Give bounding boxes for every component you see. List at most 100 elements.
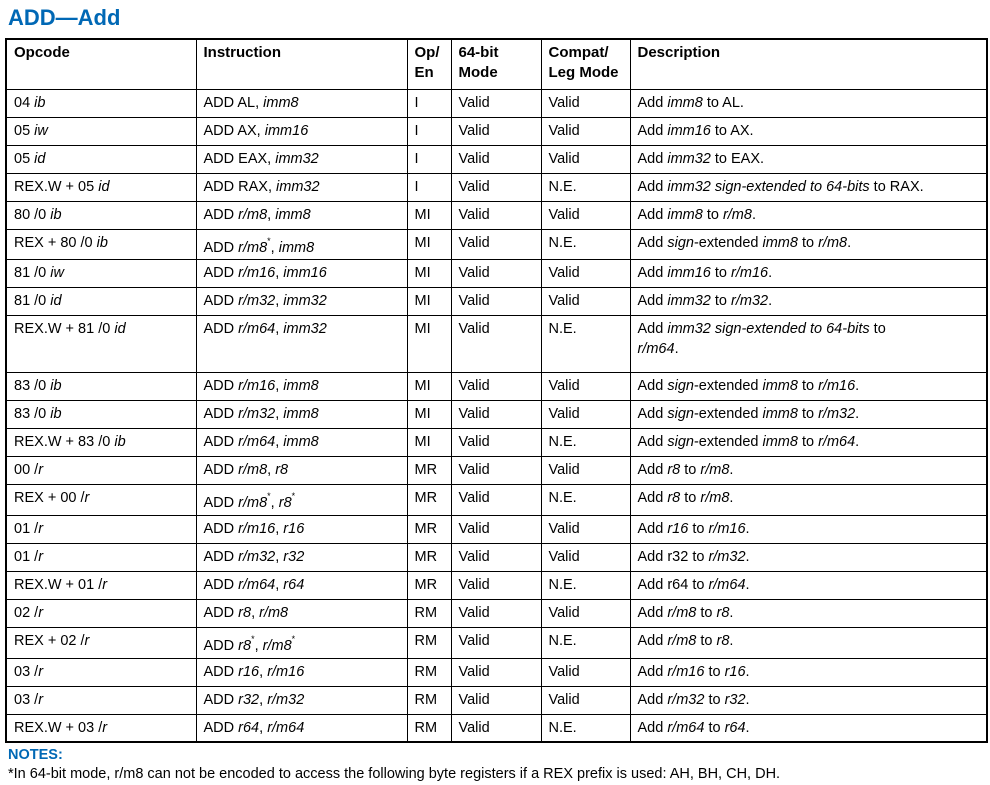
- table-row: 01 /r ADD r/m32, r32 MR Valid Valid Add …: [5, 543, 988, 573]
- compat-leg-mode-cell: Valid: [540, 372, 631, 402]
- instruction-cell: ADD r/m16, imm8: [195, 372, 408, 402]
- instruction-cell: ADD r/m64, imm8: [195, 428, 408, 458]
- compat-leg-mode-cell: Valid: [540, 88, 631, 118]
- table-row: REX.W + 03 /r ADD r64, r/m64 RM Valid N.…: [5, 713, 988, 743]
- description-cell: Add r/m8 to r8.: [629, 599, 988, 629]
- op-en-cell: MI: [406, 400, 452, 430]
- instruction-cell: ADD r32, r/m32: [195, 685, 408, 715]
- opcode-cell: REX + 80 /0 ib: [5, 228, 197, 261]
- compat-leg-mode-cell: Valid: [540, 259, 631, 289]
- description-cell: Add imm16 to AX.: [629, 116, 988, 146]
- description-cell: Add r/m16 to r16.: [629, 657, 988, 687]
- 64bit-mode-cell: Valid: [450, 685, 542, 715]
- 64bit-mode-cell: Valid: [450, 428, 542, 458]
- notes-section: NOTES: *In 64-bit mode, r/m8 can not be …: [8, 747, 990, 784]
- instruction-cell: ADD RAX, imm32: [195, 172, 408, 202]
- op-en-cell: MI: [406, 228, 452, 261]
- description-cell: Add r32 to r/m32.: [629, 543, 988, 573]
- opcode-cell: REX + 02 /r: [5, 627, 197, 659]
- op-en-cell: MI: [406, 315, 452, 374]
- opcode-cell: 01 /r: [5, 543, 197, 573]
- 64bit-mode-cell: Valid: [450, 713, 542, 743]
- compat-leg-mode-cell: Valid: [540, 657, 631, 687]
- table-row: REX.W + 83 /0 ib ADD r/m64, imm8 MI Vali…: [5, 428, 988, 458]
- description-cell: Add sign-extended imm8 to r/m64.: [629, 428, 988, 458]
- compat-leg-mode-cell: N.E.: [540, 713, 631, 743]
- op-en-cell: RM: [406, 685, 452, 715]
- 64bit-mode-cell: Valid: [450, 88, 542, 118]
- opcode-cell: 83 /0 ib: [5, 372, 197, 402]
- op-en-cell: MR: [406, 484, 452, 517]
- instruction-cell: ADD r/m8*, r8*: [195, 484, 408, 517]
- description-cell: Add imm8 to r/m8.: [629, 200, 988, 230]
- table-row: 83 /0 ib ADD r/m16, imm8 MI Valid Valid …: [5, 372, 988, 402]
- 64bit-mode-cell: Valid: [450, 287, 542, 317]
- opcode-cell: REX.W + 81 /0 id: [5, 315, 197, 374]
- op-en-cell: MR: [406, 456, 452, 486]
- 64bit-mode-cell: Valid: [450, 200, 542, 230]
- opcode-cell: 80 /0 ib: [5, 200, 197, 230]
- instruction-cell: ADD r/m8*, imm8: [195, 228, 408, 261]
- op-en-cell: I: [406, 88, 452, 118]
- table-row: 80 /0 ib ADD r/m8, imm8 MI Valid Valid A…: [5, 200, 988, 230]
- table-row: 05 id ADD EAX, imm32 I Valid Valid Add i…: [5, 144, 988, 174]
- table-row: REX.W + 81 /0 id ADD r/m64, imm32 MI Val…: [5, 315, 988, 374]
- description-cell: Add r/m8 to r8.: [629, 627, 988, 659]
- compat-leg-mode-cell: Valid: [540, 456, 631, 486]
- 64bit-mode-cell: Valid: [450, 599, 542, 629]
- opcode-cell: REX.W + 03 /r: [5, 713, 197, 743]
- opcode-cell: 04 ib: [5, 88, 197, 118]
- compat-leg-mode-cell: N.E.: [540, 172, 631, 202]
- table-header: Opcode Instruction Op/ En 64-bit Mode Co…: [5, 38, 988, 90]
- column-header-compat-leg-mode: Compat/ Leg Mode: [540, 38, 631, 90]
- instruction-cell: ADD EAX, imm32: [195, 144, 408, 174]
- instruction-cell: ADD r/m8, r8: [195, 456, 408, 486]
- 64bit-mode-cell: Valid: [450, 315, 542, 374]
- 64bit-mode-cell: Valid: [450, 400, 542, 430]
- description-cell: Add r/m64 to r64.: [629, 713, 988, 743]
- opcode-cell: REX.W + 83 /0 ib: [5, 428, 197, 458]
- 64bit-mode-cell: Valid: [450, 172, 542, 202]
- page-title: ADD—Add: [8, 5, 121, 30]
- op-en-cell: MI: [406, 259, 452, 289]
- table-row: REX.W + 05 id ADD RAX, imm32 I Valid N.E…: [5, 172, 988, 202]
- op-en-cell: MI: [406, 287, 452, 317]
- opcode-table-body: 04 ib ADD AL, imm8 I Valid Valid Add imm…: [5, 88, 988, 743]
- opcode-cell: 05 id: [5, 144, 197, 174]
- 64bit-mode-cell: Valid: [450, 657, 542, 687]
- 64bit-mode-cell: Valid: [450, 543, 542, 573]
- opcode-cell: REX.W + 05 id: [5, 172, 197, 202]
- instruction-cell: ADD r/m64, imm32: [195, 315, 408, 374]
- instruction-cell: ADD r64, r/m64: [195, 713, 408, 743]
- opcode-cell: 03 /r: [5, 685, 197, 715]
- table-row: 03 /r ADD r16, r/m16 RM Valid Valid Add …: [5, 657, 988, 687]
- table-row: REX + 00 /r ADD r/m8*, r8* MR Valid N.E.…: [5, 484, 988, 517]
- opcode-cell: REX.W + 01 /r: [5, 571, 197, 601]
- 64bit-mode-cell: Valid: [450, 228, 542, 261]
- table-row: 01 /r ADD r/m16, r16 MR Valid Valid Add …: [5, 515, 988, 545]
- description-cell: Add imm32 to EAX.: [629, 144, 988, 174]
- 64bit-mode-cell: Valid: [450, 627, 542, 659]
- compat-leg-mode-cell: N.E.: [540, 484, 631, 517]
- table-row: 05 iw ADD AX, imm16 I Valid Valid Add im…: [5, 116, 988, 146]
- compat-leg-mode-cell: N.E.: [540, 315, 631, 374]
- column-header-instruction: Instruction: [195, 38, 408, 90]
- opcode-cell: 01 /r: [5, 515, 197, 545]
- instruction-cell: ADD r8, r/m8: [195, 599, 408, 629]
- table-row: 00 /r ADD r/m8, r8 MR Valid Valid Add r8…: [5, 456, 988, 486]
- 64bit-mode-cell: Valid: [450, 259, 542, 289]
- instruction-cell: ADD r/m16, imm16: [195, 259, 408, 289]
- op-en-cell: I: [406, 172, 452, 202]
- instruction-cell: ADD r16, r/m16: [195, 657, 408, 687]
- description-cell: Add imm32 sign-extended to 64-bits to r/m…: [629, 315, 988, 374]
- op-en-cell: MR: [406, 571, 452, 601]
- description-cell: Add sign-extended imm8 to r/m16.: [629, 372, 988, 402]
- op-en-cell: MI: [406, 200, 452, 230]
- table-row: 81 /0 iw ADD r/m16, imm16 MI Valid Valid…: [5, 259, 988, 289]
- compat-leg-mode-cell: N.E.: [540, 571, 631, 601]
- op-en-cell: RM: [406, 657, 452, 687]
- compat-leg-mode-cell: Valid: [540, 685, 631, 715]
- instruction-cell: ADD r/m32, r32: [195, 543, 408, 573]
- instruction-cell: ADD r/m64, r64: [195, 571, 408, 601]
- description-cell: Add r8 to r/m8.: [629, 456, 988, 486]
